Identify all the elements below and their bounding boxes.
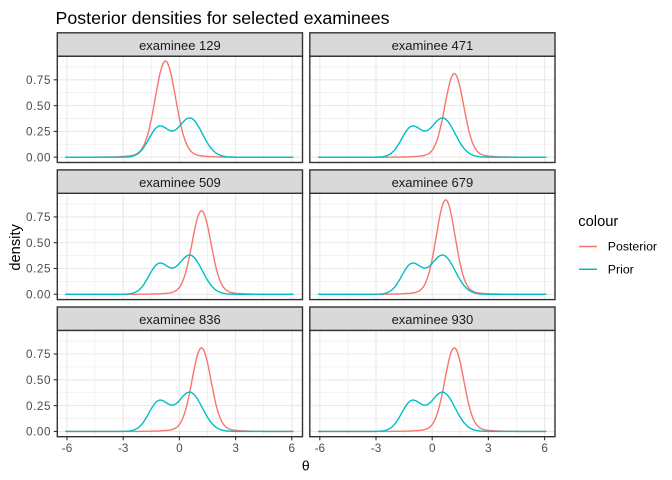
svg-text:examinee 836: examinee 836 — [139, 312, 221, 327]
svg-text:colour: colour — [578, 214, 618, 230]
svg-text:-6: -6 — [315, 442, 325, 455]
svg-text:examinee 129: examinee 129 — [139, 38, 221, 53]
svg-text:examinee 679: examinee 679 — [392, 175, 474, 190]
svg-text:3: 3 — [485, 442, 492, 455]
svg-text:6: 6 — [289, 442, 296, 455]
svg-text:Posterior: Posterior — [608, 240, 657, 254]
svg-text:θ: θ — [302, 457, 310, 473]
svg-text:0.50: 0.50 — [26, 374, 51, 387]
svg-text:0: 0 — [429, 442, 436, 455]
svg-text:0.00: 0.00 — [26, 151, 51, 164]
svg-text:0: 0 — [176, 442, 183, 455]
svg-text:0.75: 0.75 — [26, 348, 51, 361]
svg-text:examinee 930: examinee 930 — [392, 312, 474, 327]
svg-text:0.75: 0.75 — [26, 74, 51, 87]
svg-text:0.75: 0.75 — [26, 211, 51, 224]
svg-text:-3: -3 — [118, 442, 128, 455]
svg-text:examinee 509: examinee 509 — [139, 175, 221, 190]
svg-text:0.25: 0.25 — [26, 263, 51, 276]
svg-text:examinee 471: examinee 471 — [392, 38, 474, 53]
svg-text:density: density — [8, 223, 24, 270]
svg-text:-6: -6 — [62, 442, 72, 455]
svg-text:0.00: 0.00 — [26, 289, 51, 302]
svg-text:3: 3 — [232, 442, 239, 455]
svg-text:0.25: 0.25 — [26, 126, 51, 139]
svg-text:6: 6 — [541, 442, 548, 455]
svg-text:0.25: 0.25 — [26, 400, 51, 413]
svg-text:Prior: Prior — [608, 263, 634, 277]
svg-text:-3: -3 — [371, 442, 381, 455]
svg-text:Posterior densities for select: Posterior densities for selected examine… — [56, 8, 390, 28]
svg-text:0.00: 0.00 — [26, 426, 51, 439]
svg-text:0.50: 0.50 — [26, 100, 51, 113]
svg-text:0.50: 0.50 — [26, 237, 51, 250]
